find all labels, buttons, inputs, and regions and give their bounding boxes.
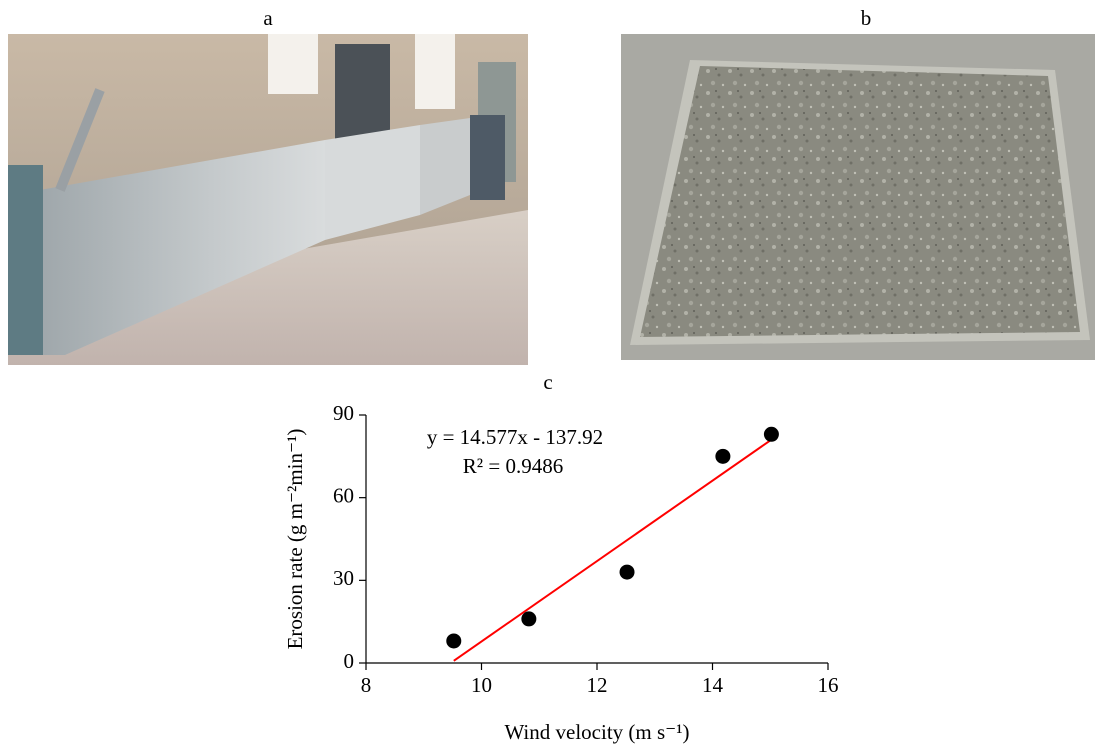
- y-tick-label: 90: [333, 401, 354, 425]
- x-tick-label: 14: [702, 673, 724, 697]
- annotation: y = 14.577x - 137.92: [427, 425, 603, 449]
- y-axis-label: Erosion rate (g m⁻²min⁻¹): [283, 429, 307, 650]
- photo-soil-tray: [621, 34, 1095, 360]
- trendline: [453, 438, 772, 662]
- data-point: [763, 426, 779, 442]
- x-tick-label: 10: [471, 673, 492, 697]
- x-tick-label: 8: [361, 673, 372, 697]
- x-tick-label: 16: [818, 673, 839, 697]
- y-tick-label: 60: [333, 483, 354, 507]
- data-point: [715, 448, 731, 464]
- annotation: R² = 0.9486: [463, 454, 563, 478]
- panel-label: b: [861, 6, 872, 30]
- y-tick-label: 0: [344, 649, 355, 673]
- data-point: [619, 564, 635, 580]
- y-tick-label: 30: [333, 566, 354, 590]
- chart-title: c: [543, 370, 552, 394]
- x-tick-label: 12: [587, 673, 608, 697]
- data-point: [521, 611, 537, 627]
- panel-label: a: [263, 6, 273, 30]
- data-point: [446, 633, 462, 649]
- chart: 0 30 60 90 8 10 12 14 16 Wind velocity (m s⁻¹) Ero…: [283, 401, 839, 744]
- x-axis-label: Wind velocity (m s⁻¹): [504, 720, 689, 744]
- photo-wind-tunnel: [8, 34, 528, 365]
